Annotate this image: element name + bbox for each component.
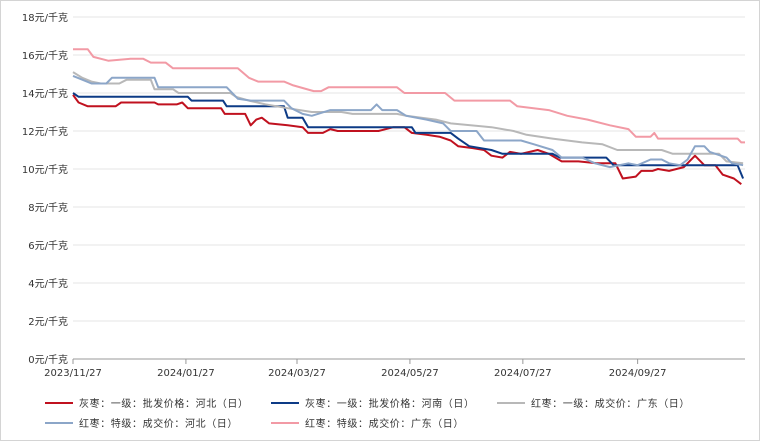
series-line-3 <box>72 71 744 165</box>
legend-label: 灰枣：一级：批发价格：河南（日） <box>305 399 475 410</box>
y-tick-label: 6元/千克 <box>28 240 68 252</box>
y-tick-label: 0元/千克 <box>28 354 68 366</box>
legend-item-5: 红枣：特级：成交价：广东（日） <box>271 415 464 430</box>
legend-label: 红枣：特级：成交价：河北（日） <box>79 419 238 430</box>
legend-swatch <box>271 401 299 404</box>
legend-item-2: 灰枣：一级：批发价格：河南（日） <box>271 395 475 410</box>
series-lines <box>72 48 745 185</box>
y-tick-label: 10元/千克 <box>22 164 68 176</box>
line-chart: 0元/千克 2元/千克 4元/千克 6元/千克 8元/千克 10元/千克 12元/千克 14元… <box>22 12 745 379</box>
legend-swatch <box>271 421 299 424</box>
x-tick-label: 2024/03/27 <box>268 368 326 379</box>
y-tick-label: 8元/千克 <box>28 202 68 214</box>
y-tick-label: 12元/千克 <box>22 126 68 138</box>
legend-item-4: 红枣：特级：成交价：河北（日） <box>45 415 238 430</box>
legend-item-3: 红枣：一级：成交价：广东（日） <box>497 395 690 410</box>
x-tick-label: 2024/01/27 <box>157 368 215 379</box>
y-tick-label: 18元/千克 <box>22 12 68 24</box>
x-axis-tick-labels: 2023/11/27 2024/01/27 2024/03/27 2024/05/27… <box>44 368 666 379</box>
legend-label: 红枣：一级：成交价：广东（日） <box>531 399 690 410</box>
grid-lines <box>73 16 745 322</box>
legend-label: 灰枣：一级：批发价格：河北（日） <box>79 399 249 410</box>
legend-item-1: 灰枣：一级：批发价格：河北（日） <box>45 395 249 410</box>
x-tick-label: 2024/07/27 <box>494 368 552 379</box>
series-line-5 <box>73 48 745 144</box>
legend-label: 红枣：特级：成交价：广东（日） <box>305 419 464 430</box>
legend-swatch <box>497 401 525 404</box>
y-tick-label: 4元/千克 <box>28 278 68 290</box>
series-line-4 <box>72 74 744 169</box>
legend: 灰枣：一级：批发价格：河北（日） 灰枣：一级：批发价格：河南（日） 红枣：一级：成交… <box>1 392 760 438</box>
x-tick-label: 2024/09/27 <box>609 368 667 379</box>
x-axis <box>72 358 745 364</box>
legend-swatch <box>45 421 73 424</box>
legend-swatch <box>45 401 73 404</box>
x-tick-label: 2023/11/27 <box>44 368 102 379</box>
y-tick-label: 14元/千克 <box>22 88 68 100</box>
x-tick-label: 2024/05/27 <box>381 368 439 379</box>
y-axis-tick-labels: 0元/千克 2元/千克 4元/千克 6元/千克 8元/千克 10元/千克 12元/千克 14元… <box>22 12 68 366</box>
y-tick-label: 2元/千克 <box>28 316 68 328</box>
series-line-1 <box>72 94 742 185</box>
y-tick-label: 16元/千克 <box>22 50 68 62</box>
